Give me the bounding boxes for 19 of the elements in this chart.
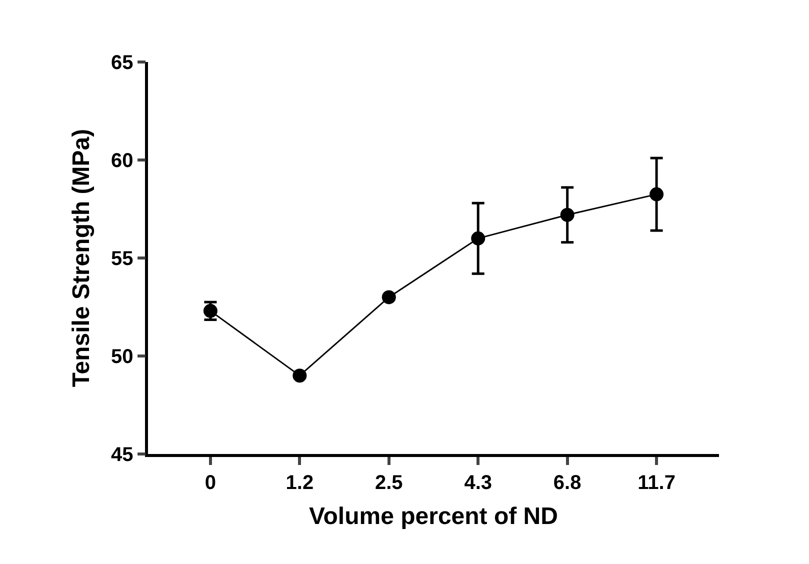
x-tick-label: 4.3 bbox=[464, 472, 492, 494]
x-tick-label: 11.7 bbox=[638, 472, 676, 494]
point bbox=[203, 304, 218, 318]
y-tick-label: 65 bbox=[111, 52, 134, 74]
point bbox=[650, 187, 664, 202]
x-axis-title: Volume percent of ND bbox=[309, 503, 558, 530]
y-tick-label: 55 bbox=[111, 248, 134, 270]
y-axis-title: Tensile Strength (MPa) bbox=[68, 128, 96, 388]
x-tick-label: 2.5 bbox=[374, 472, 403, 494]
y-tick-label: 50 bbox=[111, 346, 134, 368]
point bbox=[560, 208, 574, 222]
point bbox=[292, 368, 307, 383]
point bbox=[471, 231, 486, 246]
x-tick-label: 1.2 bbox=[286, 472, 314, 494]
y-tick-label: 45 bbox=[111, 444, 134, 466]
x-tick-label: 6.8 bbox=[553, 472, 582, 494]
x-tick-label: 0 bbox=[204, 472, 216, 494]
point bbox=[382, 290, 396, 304]
y-tick-label: 60 bbox=[111, 150, 134, 172]
